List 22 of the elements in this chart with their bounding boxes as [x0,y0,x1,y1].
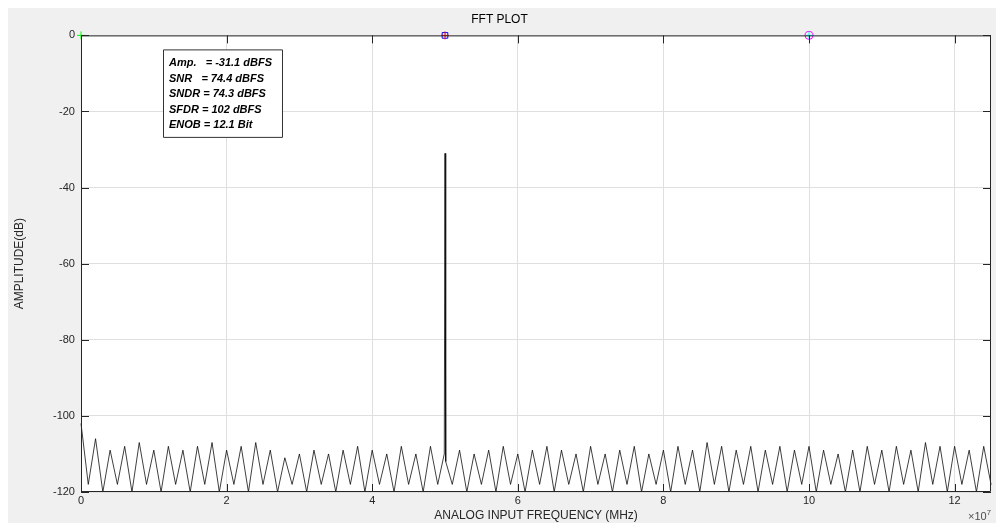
annotation: SFDR = 102 dBFS [169,102,263,115]
y-tick-label: -60 [59,256,75,269]
y-tick-label: -120 [52,485,75,498]
y-tick-label: -40 [59,180,75,193]
y-tick-label: -100 [52,408,75,421]
x-tick-label: 12 [948,493,961,506]
x-tick-label: 2 [223,493,230,506]
annotation: SNR = 74.4 dBFS [169,71,265,84]
annotation: ENOB = 12.1 Bit [169,118,254,131]
y-tick-label: -20 [59,104,75,117]
x-tick-label: 6 [514,493,521,506]
x-tick-label: 4 [369,493,376,506]
chart-title: FFT PLOT [471,11,529,26]
y-axis-title: AMPLITUDE(dB) [11,218,26,310]
y-tick-label: -80 [59,332,75,345]
y-tick-label: 0 [68,28,75,41]
x-tick-label: 10 [802,493,816,506]
annotation: Amp. = -31.1 dBFS [168,56,273,69]
x-tick-label: 0 [77,493,85,506]
x-tick-label: 8 [660,493,667,506]
annotation: SNDR = 74.3 dBFS [169,87,267,100]
x-axis-title: ANALOG INPUT FREQUENCY (MHz) [434,508,638,523]
